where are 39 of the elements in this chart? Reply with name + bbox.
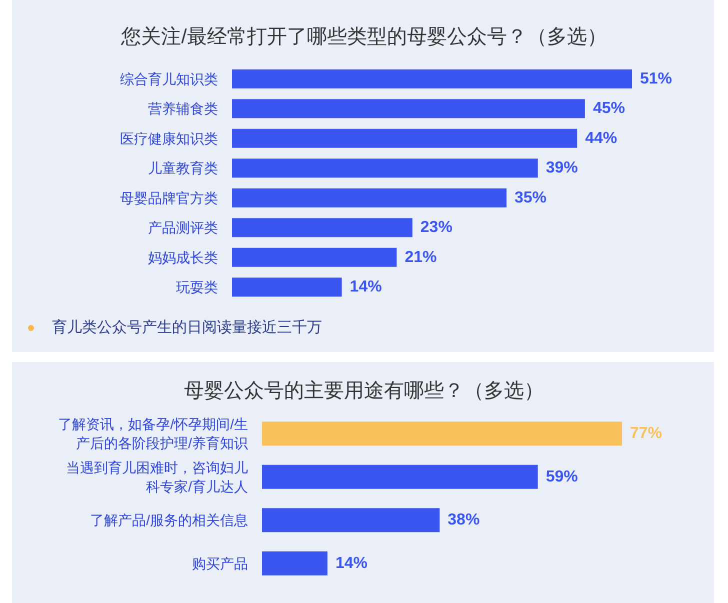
y-tick-label: 医疗健康知识类 [120,130,218,146]
data-label: 21% [404,248,437,266]
data-label: 51% [640,70,672,88]
chart-title: 母婴公众号的主要用途有哪些？（多选） [184,379,544,402]
y-tick-label: 营养辅食类 [148,100,218,117]
bar [232,69,632,88]
y-tick-label: 妈妈成长类 [148,249,218,266]
y-tick-label: 玩耍类 [176,279,218,296]
bar [262,508,440,532]
bar [232,158,538,178]
data-label: 14% [350,278,382,296]
data-label: 38% [448,512,480,529]
y-tick-label: 购买产品 [192,555,248,572]
y-tick-label: 了解资讯，如备孕/怀孕期间/生产后的各阶段护理/养育知识 [58,416,248,452]
data-label: 39% [546,160,578,177]
y-tick-label: 产品测评类 [148,220,218,236]
data-label: 35% [514,189,547,206]
data-label: 77% [630,425,662,442]
y-tick-label: 母婴品牌官方类 [120,190,218,206]
data-label: 45% [592,100,625,118]
bar [232,99,585,118]
bar [262,422,622,446]
data-label: 44% [585,130,618,147]
bar [232,218,412,238]
data-label: 59% [546,468,578,486]
data-label: 23% [420,219,452,236]
bar [232,128,578,148]
data-label: 14% [335,554,368,572]
bar [262,551,328,576]
y-tick-label: 了解产品/服务的相关信息 [90,512,248,528]
text: 育儿类公众号产生的日阅读量接近三千万 [51,318,322,337]
y-tick-label: 当遇到育儿困难时，咨询妇儿科专家/育儿达人 [66,459,248,494]
chart-title: 您关注/最经常打开了哪些类型的母婴公众号？（多选） [120,26,607,48]
bar [232,188,507,208]
bar [232,278,342,297]
y-tick-label: 综合育儿知识类 [120,70,218,87]
bar [262,464,538,489]
y-tick-label: 儿童教育类 [148,160,218,176]
bar [232,248,397,267]
